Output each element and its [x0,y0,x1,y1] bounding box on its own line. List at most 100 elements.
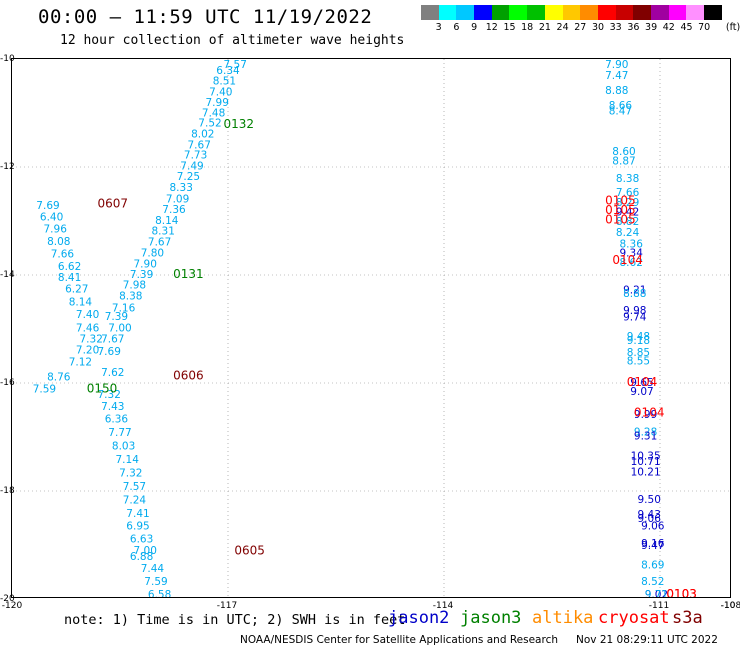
color-scale-bar [421,5,722,21]
wave-height-label: 8.02 [191,129,214,141]
latitude-tick-label: -20 [0,594,15,604]
wave-height-label: 7.52 [198,118,221,130]
scale-tick-label: 9 [471,22,478,33]
scale-tick-label: 27 [574,22,587,33]
wave-height-label: 8.66 [609,100,633,112]
wave-height-label: 9.07 [630,386,653,398]
pass-time-label: 0104 [627,375,658,389]
pass-time-label: 0606 [173,368,204,382]
wave-height-label: 7.73 [184,150,207,162]
scale-tick-label: 3 [435,22,442,33]
wave-height-label: 7.96 [44,224,68,236]
pass-time-label: 0105 [605,193,636,207]
latitude-tick-label: -16 [0,378,15,388]
pass-time-label: 0605 [234,543,265,557]
wave-height-label: 7.59 [144,576,167,588]
wave-height-label: 7.98 [123,280,146,292]
wave-height-label: 8.24 [616,227,640,239]
scale-tick-label: 30 [591,22,605,33]
wave-height-label: 7.47 [605,70,628,82]
wave-height-label: 9.31 [634,430,657,442]
scale-swatch [527,5,545,20]
wave-height-label: 6.34 [216,65,240,77]
scale-tick-label: 24 [556,22,569,33]
wave-height-label: 10.21 [631,467,661,479]
longitude-tick-label: -111 [648,601,670,611]
scale-swatch [562,5,581,20]
scale-swatch [686,5,704,20]
wave-height-label: 8.14 [155,215,179,227]
wave-height-label: 8.47 [609,105,632,117]
wave-height-label: 7.80 [141,247,164,259]
wave-height-label: 7.36 [162,204,186,216]
wave-height-label: 8.33 [170,182,193,194]
scale-tick-label: 15 [503,22,516,33]
map-subtitle: 12 hour collection of altimeter wave hei… [60,33,405,48]
map-title: 00:00 – 11:59 UTC 11/19/2022 [38,6,373,28]
wave-height-label: 8.38 [119,291,142,303]
wave-height-label: 8.82 [616,216,639,228]
scale-tick-label: 45 [680,22,693,33]
wave-height-label: 6.95 [126,521,149,533]
legend-item-s3a: s3a [672,608,703,628]
wave-height-label: 8.88 [605,85,628,97]
wave-height-label: 10.71 [631,456,661,468]
wave-height-label: 7.67 [101,334,124,346]
wave-height-label: 8.41 [58,272,81,284]
wave-height-label: 7.59 [33,383,56,395]
longitude-tick-label: -108 [720,601,740,611]
wave-height-label: 7.66 [616,187,640,199]
pass-time-label: 0105 [605,212,636,226]
pass-time-label: 0103 [666,587,697,598]
scale-swatch [580,5,598,20]
wave-height-label: 8.03 [112,441,135,453]
legend-item-jason3: jason3 [460,608,522,628]
scale-swatch [704,5,722,20]
scale-tick-label: 36 [627,22,640,33]
wave-height-label: 9.02 [645,589,668,598]
legend-item-jason2: jason2 [388,608,450,628]
wave-height-label: 6.62 [58,261,81,273]
scale-swatch [668,5,687,20]
pass-time-label: 0105 [605,203,636,217]
wave-height-label: 7.90 [134,259,157,271]
wave-height-label: 7.00 [134,545,157,557]
scale-swatch [491,5,510,20]
credit-text: NOAA/NESDIS Center for Satellite Applica… [240,634,558,646]
wave-height-label: 7.32 [80,334,103,346]
latitude-tick-label: -18 [0,486,15,496]
scale-swatch [633,5,651,20]
scale-swatch [456,5,475,20]
wave-height-label: 9.47 [641,540,664,552]
pass-time-label: 0103 [666,587,697,598]
wave-height-label: 7.25 [177,171,200,183]
wave-height-label: 6.27 [65,284,88,296]
wave-height-label: 8.60 [612,146,635,158]
scale-swatch [544,5,563,20]
wave-height-label: 7.24 [123,495,147,507]
wave-height-label: 8.62 [620,257,643,269]
legend-item-altika: altika [532,608,594,628]
wave-height-label: 7.77 [108,427,131,439]
wave-height-label: 6.88 [130,551,153,563]
wave-height-label: 7.49 [180,160,203,172]
wave-height-label: 9.48 [627,331,650,343]
scale-unit-label: (ft) [725,22,740,33]
wave-height-label: 7.43 [101,401,124,413]
wave-height-label: 7.32 [98,389,121,401]
wave-height-label: 9.65 [630,377,653,389]
pass-time-label: 0607 [98,197,129,211]
wave-height-label: 8.29 [616,197,639,209]
wave-height-label: 6.40 [40,212,63,224]
pass-time-label: 0132 [224,117,255,131]
pass-time-label: 0104 [612,253,643,267]
wave-height-label: 6.58 [148,589,171,598]
units-note: note: 1) Time is in UTC; 2) SWH is in fe… [64,612,406,628]
wave-height-label: 9.98 [623,305,646,317]
scale-swatch [438,5,457,20]
wave-height-label: 9.28 [634,427,657,439]
wave-height-label: 7.40 [76,309,99,321]
wave-height-label: 9.06 [641,521,665,533]
latitude-tick-label: -10 [0,54,15,64]
wave-height-label: 7.46 [76,322,100,334]
